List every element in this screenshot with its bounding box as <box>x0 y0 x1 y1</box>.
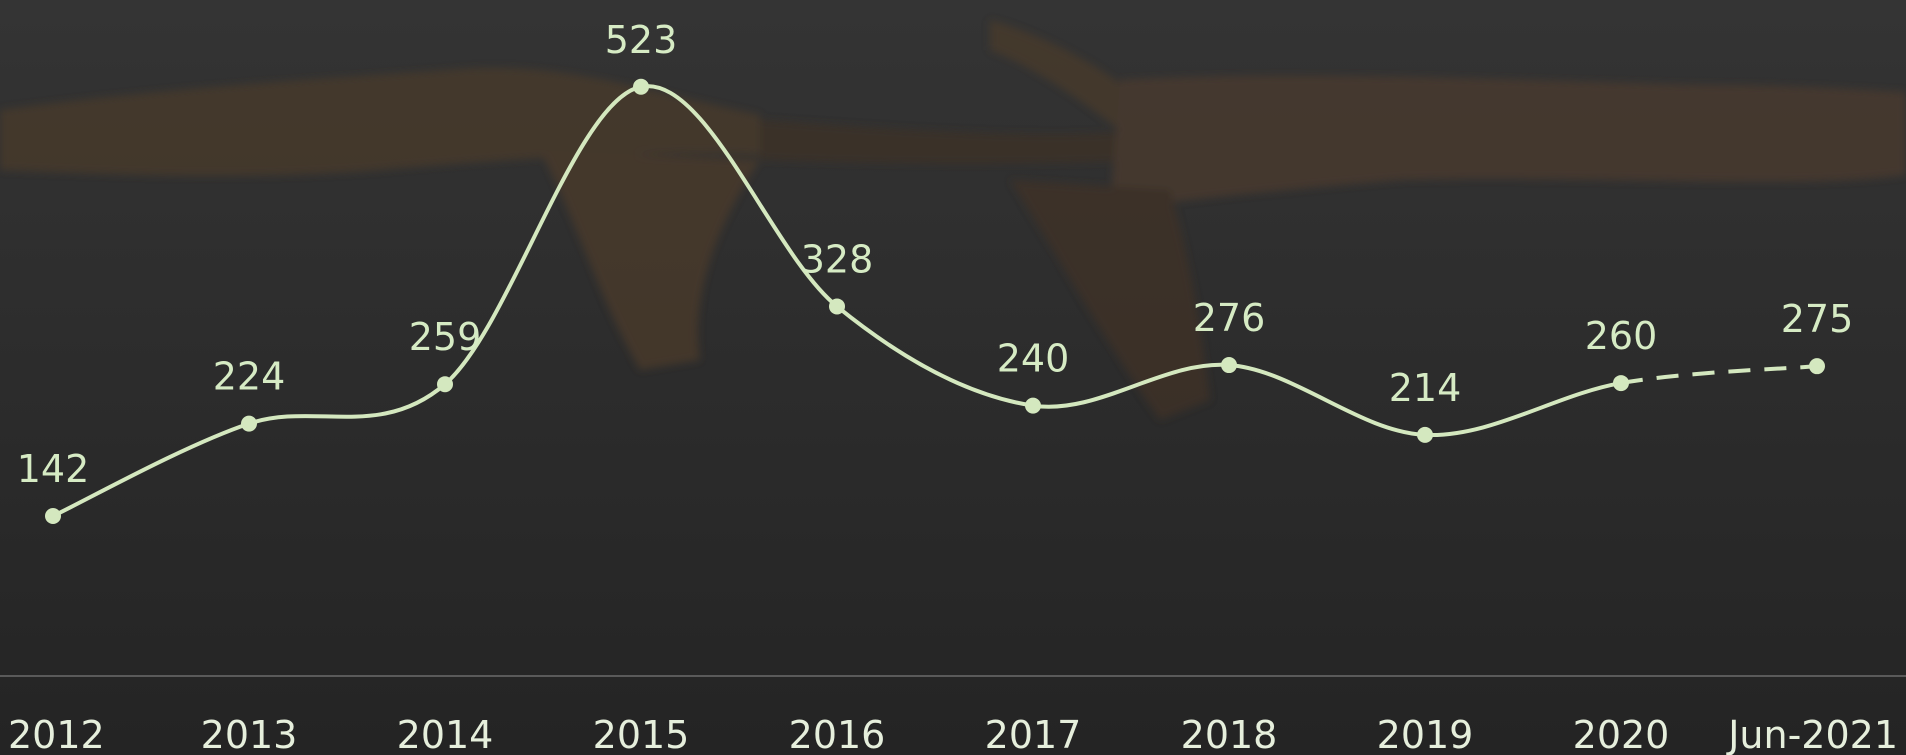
line <box>52 84 1622 518</box>
point <box>1809 358 1825 375</box>
value-label: 276 <box>1193 296 1266 340</box>
point <box>633 78 649 95</box>
x-tick-label: 2020 <box>1573 713 1670 755</box>
value-label: 142 <box>17 447 90 491</box>
point <box>1613 375 1629 392</box>
point <box>1221 357 1237 374</box>
point <box>437 376 453 393</box>
x-tick-label: 2018 <box>1181 713 1278 755</box>
point <box>1417 426 1433 443</box>
x-tick-label: 2013 <box>201 713 298 755</box>
value-label: 275 <box>1781 297 1854 341</box>
value-label: 259 <box>409 315 482 359</box>
x-tick-label: 2014 <box>397 713 494 755</box>
point <box>1025 397 1041 414</box>
value-label: 328 <box>801 237 874 281</box>
x-tick-label: 2017 <box>985 713 1082 755</box>
rope-decoration <box>0 20 1906 420</box>
value-label: 214 <box>1389 366 1462 410</box>
point <box>829 298 845 315</box>
x-tick-label: 2015 <box>593 713 690 755</box>
x-tick-label: Jun-2021 <box>1726 713 1898 755</box>
x-tick-label: 2012 <box>8 713 105 755</box>
x-tick-label: 2019 <box>1377 713 1474 755</box>
x-tick-label: 2016 <box>789 713 886 755</box>
point <box>45 508 61 525</box>
value-label: 240 <box>997 337 1070 381</box>
value-label: 224 <box>213 355 286 399</box>
point <box>241 415 257 432</box>
value-label: 260 <box>1585 314 1658 358</box>
line-projection <box>1620 364 1818 386</box>
value-label: 523 <box>605 18 678 62</box>
